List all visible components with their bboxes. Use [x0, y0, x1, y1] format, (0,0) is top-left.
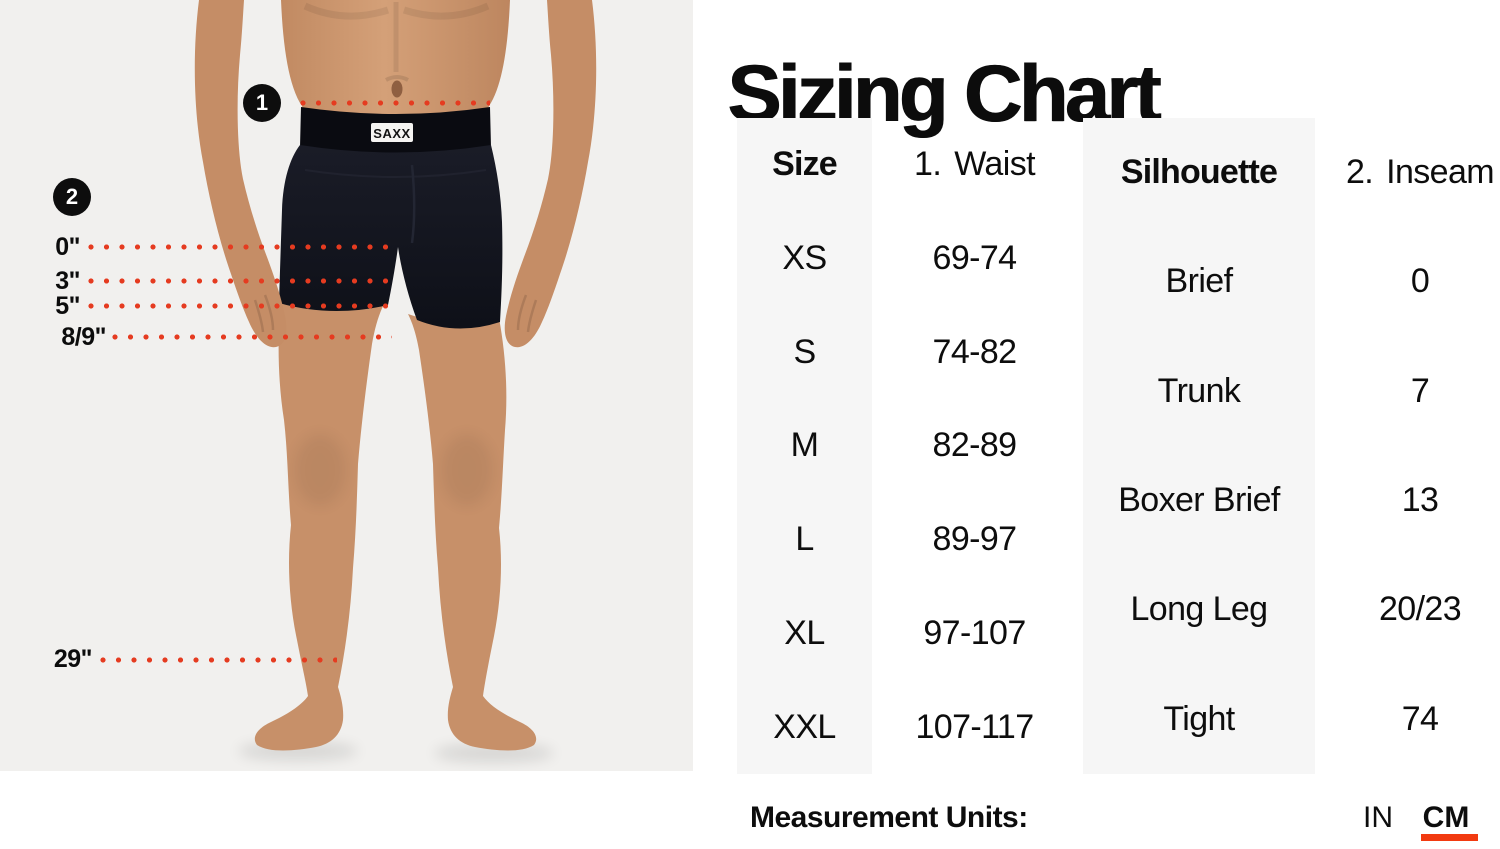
- waist-header-number: 1.: [914, 145, 942, 184]
- inseam-line-8-9in: [112, 334, 392, 340]
- waist-column-header: 1. Waist: [872, 118, 1077, 212]
- model-photo-panel: SAXX 0" 3" 5" 8/9" 29" 1 2: [0, 0, 693, 771]
- brand-logo: SAXX: [373, 126, 410, 141]
- waist-cell: 69-74: [932, 239, 1018, 278]
- size-cell: XS: [737, 211, 872, 306]
- inseam-label-5in: 5": [55, 292, 80, 320]
- measurement-units-label: Measurement Units:: [750, 801, 1028, 834]
- inseam-header-number: 2.: [1345, 153, 1374, 192]
- inseam-label-8-9in: 8/9": [61, 323, 106, 351]
- waist-cell: 89-97: [932, 520, 1018, 559]
- inseam-label-29in: 29": [53, 645, 93, 673]
- inseam-cell: 74: [1401, 699, 1439, 738]
- inseam-line-29in: [100, 657, 337, 663]
- inseam-label-3in: 3": [55, 267, 80, 295]
- waist-cell: 97-107: [923, 613, 1026, 652]
- inseam-cell: 7: [1410, 371, 1430, 410]
- size-cell: XXL: [737, 680, 872, 774]
- navel: [391, 80, 403, 98]
- size-cell: XL: [737, 586, 872, 681]
- model-torso: [281, 0, 510, 148]
- model-legs: [254, 295, 537, 751]
- size-cell: S: [737, 305, 872, 400]
- inseam-line-3in: [88, 278, 388, 284]
- silhouette-cell: Boxer Brief: [1083, 446, 1315, 556]
- inseam-cell: 13: [1401, 481, 1439, 520]
- boxer-brief: SAXX: [279, 107, 503, 329]
- waist-cell: 82-89: [932, 426, 1018, 465]
- units-option-cm[interactable]: CM: [1422, 801, 1470, 834]
- silhouette-cell: Long Leg: [1083, 555, 1315, 665]
- waistband-label-patch: [371, 123, 413, 142]
- inseam-cell: 0: [1410, 262, 1430, 301]
- silhouette-cell: Trunk: [1083, 336, 1315, 446]
- silhouette-column-header: Silhouette: [1083, 118, 1315, 228]
- marker-2-badge: 2: [53, 178, 91, 216]
- silhouette-table: Silhouette 2. Inseam Brief 0 Trunk 7 Box…: [1083, 118, 1500, 774]
- size-cell: L: [737, 492, 872, 587]
- inseam-column-header: 2. Inseam: [1315, 118, 1500, 227]
- size-cell: M: [737, 399, 872, 493]
- inseam-label-0in: 0": [55, 233, 80, 261]
- selected-unit-underline: [1421, 834, 1478, 841]
- marker-1-badge: 1: [243, 84, 281, 122]
- inseam-header-text: Inseam: [1386, 153, 1495, 192]
- silhouette-cell: Brief: [1083, 227, 1315, 337]
- measure-line-waist: [300, 100, 490, 106]
- waist-header-text: Waist: [954, 145, 1035, 184]
- size-table: Size 1. Waist XS 69-74 S 74-82 M 82-89 L…: [737, 118, 1077, 774]
- waist-cell: 107-117: [915, 707, 1034, 746]
- model-arms: [194, 0, 597, 348]
- waist-cell: 74-82: [932, 332, 1018, 371]
- model-figure-svg: SAXX: [194, 0, 597, 762]
- units-option-in[interactable]: IN: [1363, 801, 1393, 834]
- silhouette-cell: Tight: [1083, 664, 1315, 774]
- size-column-header: Size: [737, 118, 872, 212]
- inseam-line-5in: [88, 303, 388, 309]
- inseam-cell: 20/23: [1378, 590, 1462, 629]
- inseam-line-0in: [88, 244, 388, 250]
